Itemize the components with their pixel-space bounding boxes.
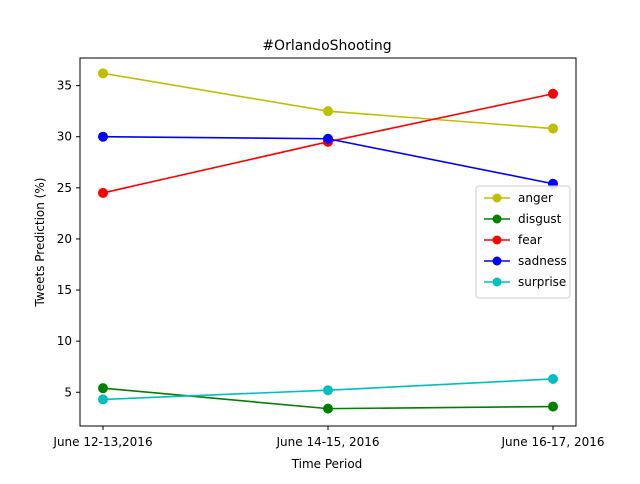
data-point-surprise [323,385,333,396]
y-tick-label: 15 [57,283,72,297]
y-tick-label: 30 [57,130,72,144]
legend-box [475,185,571,299]
data-point-anger [98,68,108,79]
x-tick-label: June 16-17, 2016 [501,435,605,449]
data-point-disgust [548,401,558,412]
data-point-anger [323,106,333,117]
x-tick-label: June 12-13,2016 [52,435,152,449]
legend-marker-disgust [492,214,502,224]
legend-label-surprise: surprise [518,275,566,289]
y-tick-label: 35 [57,79,72,93]
y-tick-label: 20 [57,232,72,246]
data-point-sadness [98,131,108,142]
data-point-anger [548,123,558,134]
y-tick-label: 5 [64,385,72,399]
x-axis-label: Time Period [291,457,363,471]
data-point-disgust [98,383,108,394]
legend-label-fear: fear [518,233,542,247]
x-tick-label: June 14-15, 2016 [276,435,380,449]
legend-marker-sadness [492,256,502,266]
legend: anger disgust fear sadness surprise [475,185,571,299]
data-point-sadness [323,133,333,144]
chart-title: #OrlandoShooting [262,38,391,54]
legend-label-sadness: sadness [518,254,567,268]
data-point-surprise [98,394,108,405]
y-axis-label: Tweets Prediction (%) [33,178,47,308]
y-tick-label: 10 [57,334,72,348]
data-point-surprise [548,373,558,384]
data-point-fear [548,88,558,99]
legend-label-disgust: disgust [518,212,562,226]
y-tick-label: 25 [57,181,72,195]
legend-marker-anger [492,193,502,203]
legend-label-anger: anger [518,191,553,205]
data-point-disgust [323,403,333,414]
legend-marker-fear [492,235,502,245]
plot-area: 5 10 15 20 25 30 35 June 12-13,2016 June 14-15, … [52,57,605,449]
data-point-fear [98,187,108,198]
legend-marker-surprise [492,277,502,287]
